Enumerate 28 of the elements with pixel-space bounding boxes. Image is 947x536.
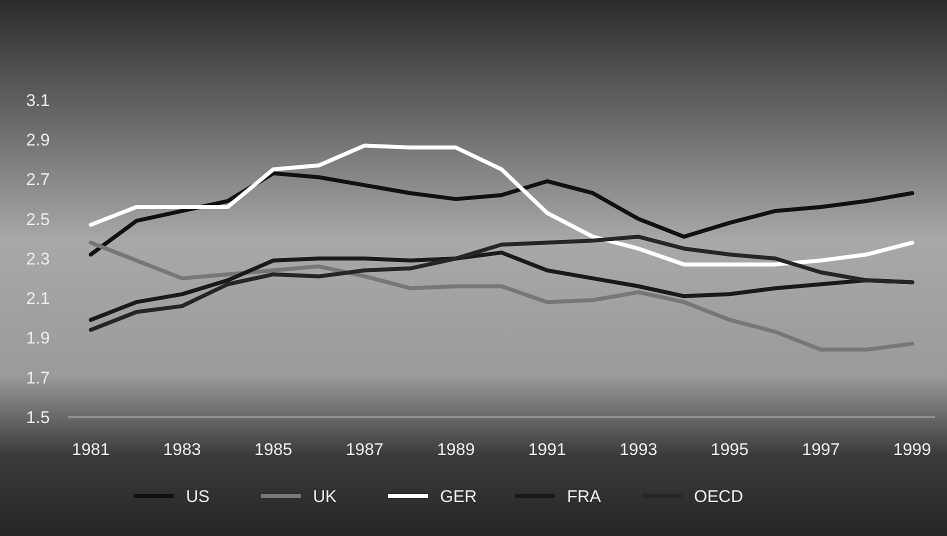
x-tick-label: 1983 [163,440,201,459]
y-tick-label: 3.1 [26,90,50,110]
line-series [88,240,914,352]
y-tick-label: 2.1 [26,289,50,308]
x-tick-label: 1985 [254,440,292,459]
y-tick-label: 2.9 [26,130,50,150]
legend-label: US [186,486,210,506]
y-tick-label: 2.7 [26,170,50,190]
x-tick-label: 1981 [72,440,110,459]
line-series [88,234,914,332]
legend-label: UK [313,486,338,506]
x-tick-label: 1995 [710,440,749,459]
y-tick-label: 2.3 [26,249,50,268]
x-tick-label: 1987 [346,440,384,459]
line-series [88,171,914,257]
legend-label: FRA [567,486,602,506]
line-series [88,144,914,266]
y-tick-label: 1.5 [26,408,50,427]
y-tick-label: 1.7 [26,368,50,388]
legend-label: GER [440,486,477,506]
legend-label: OECD [694,486,744,506]
x-tick-label: 1991 [528,440,566,459]
x-tick-label: 1997 [802,440,840,459]
y-tick-label: 1.9 [26,328,50,348]
x-tick-label: 1999 [893,440,932,459]
x-tick-label: 1993 [619,440,658,459]
x-tick-label: 1989 [436,440,475,459]
y-tick-label: 2.5 [26,210,50,229]
